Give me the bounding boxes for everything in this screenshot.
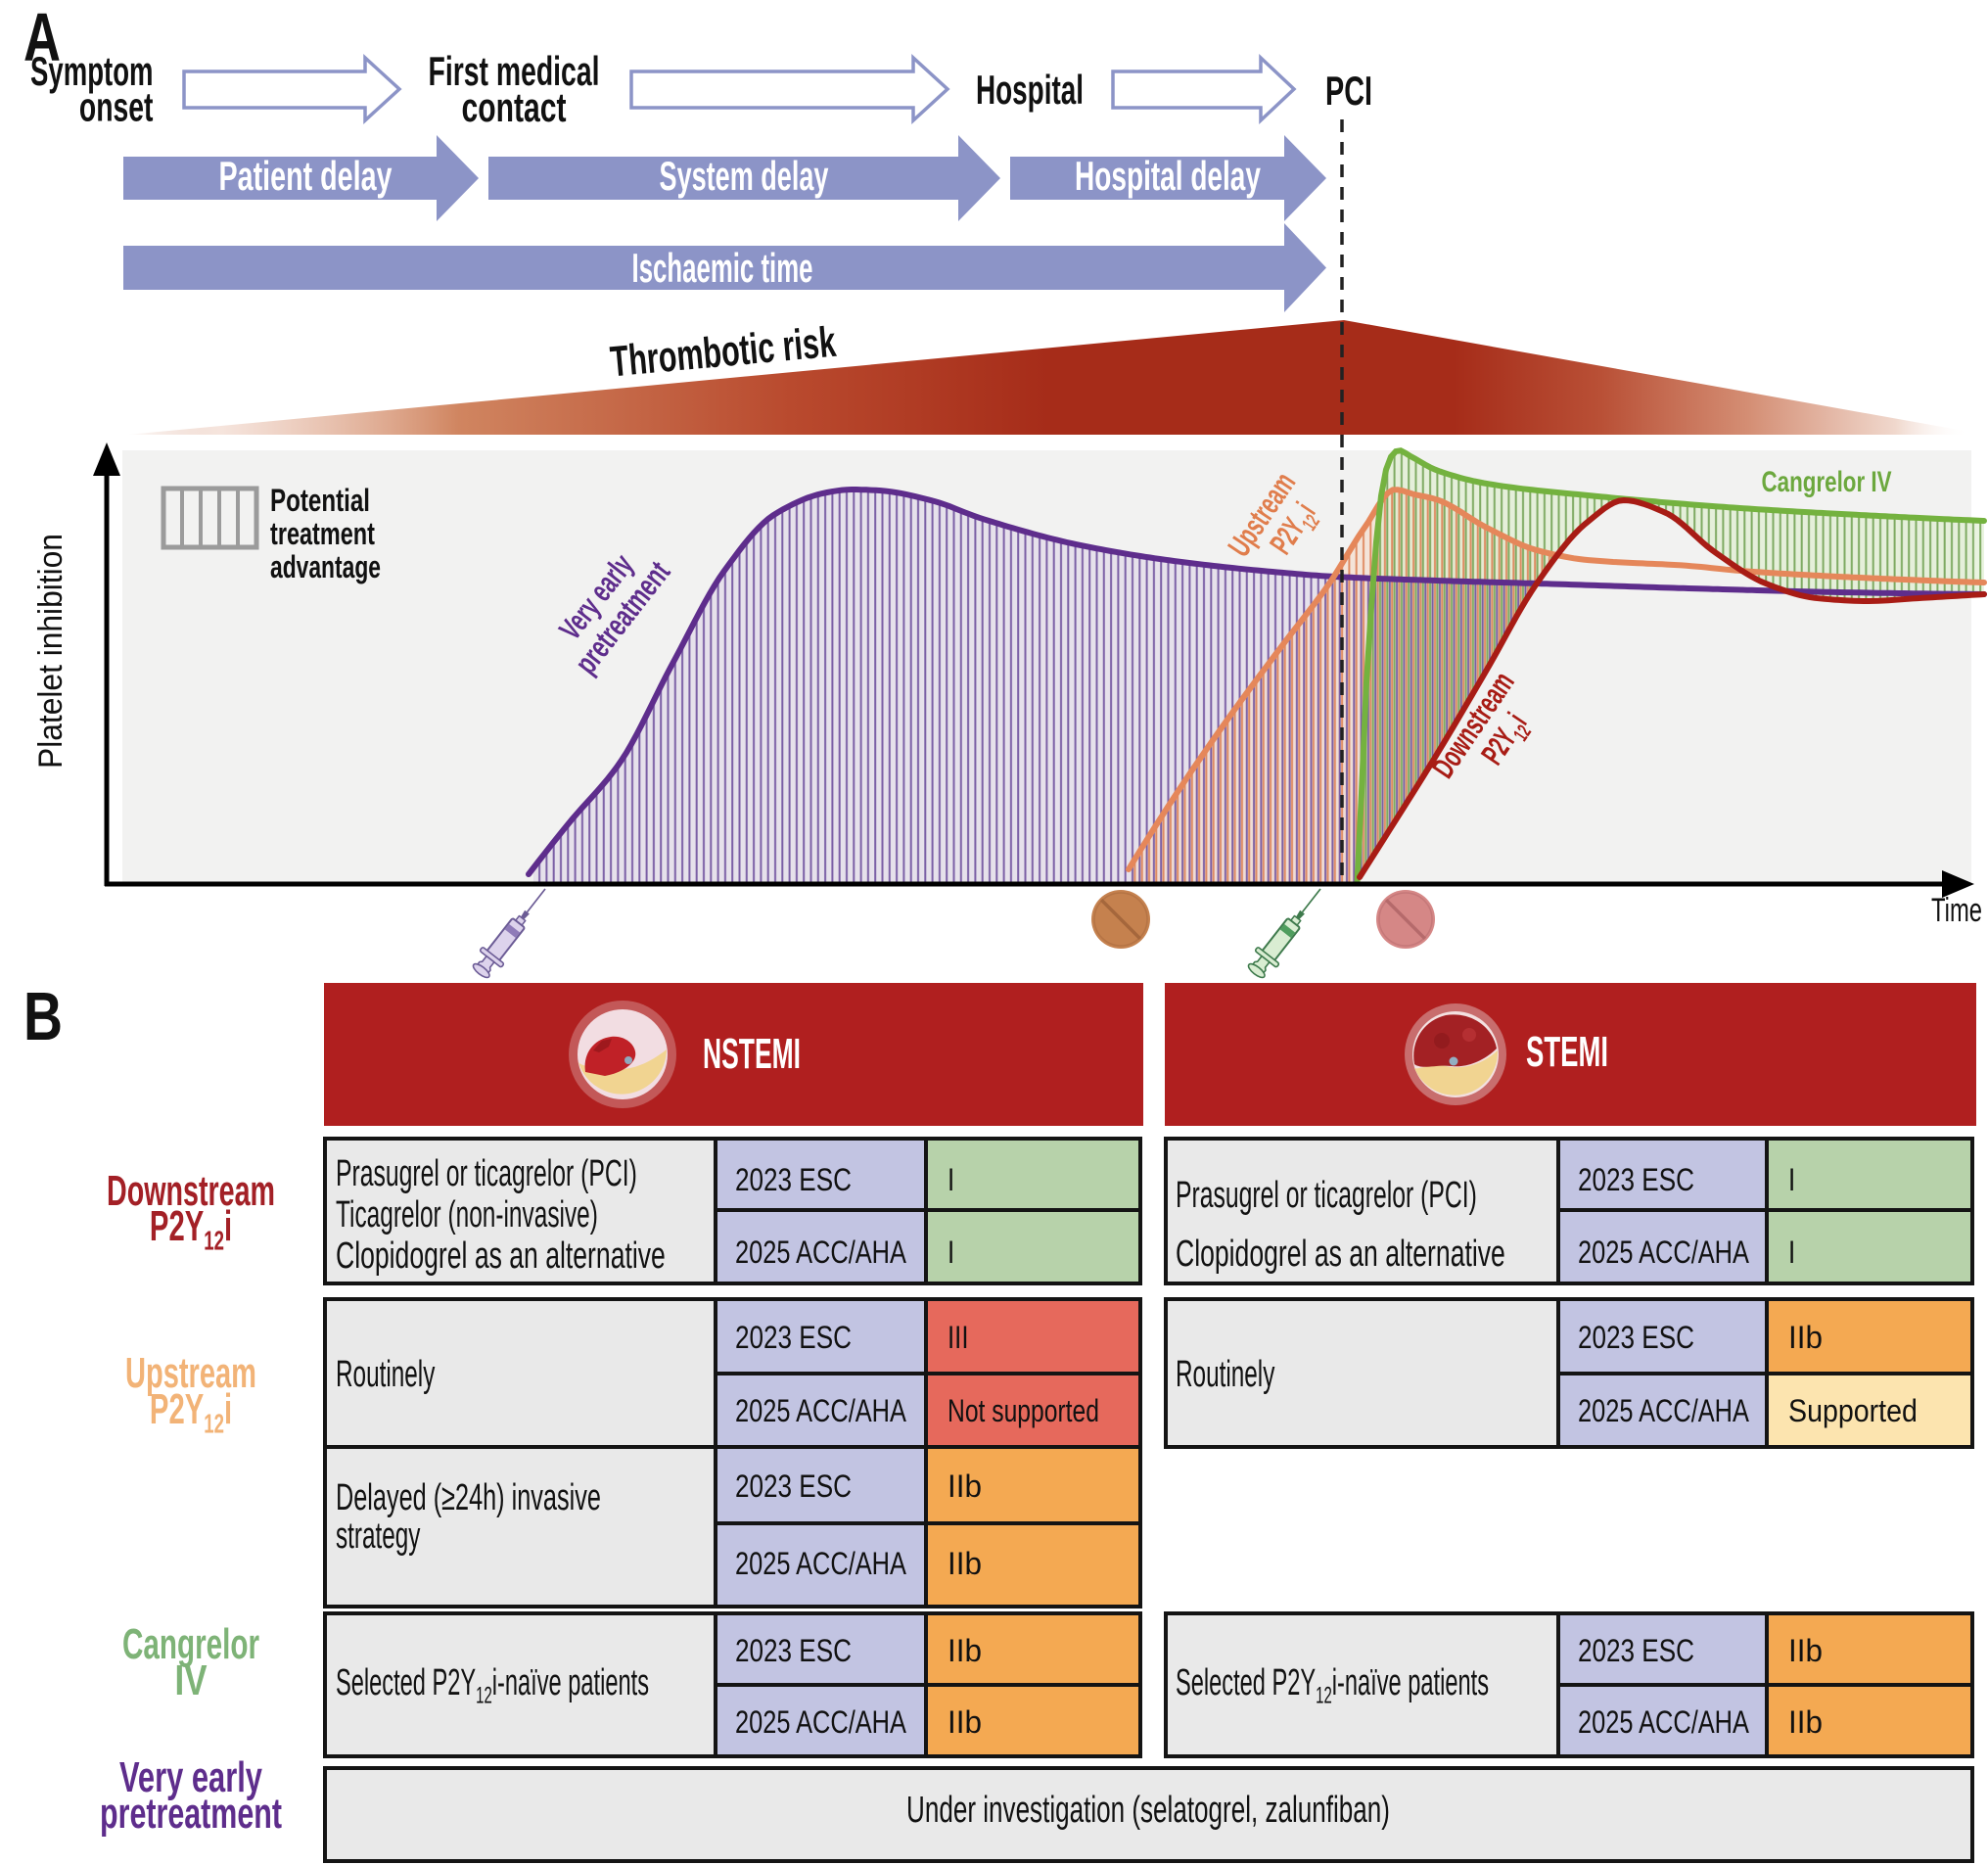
svg-text:I: I [1788,1236,1795,1271]
svg-text:STEMI: STEMI [1526,1027,1608,1075]
svg-text:System delay: System delay [660,154,829,199]
svg-text:Time: Time [1931,892,1982,929]
svg-text:A: A [23,0,61,76]
svg-text:Cangrelor: Cangrelor [122,1619,259,1667]
svg-text:Routinely: Routinely [336,1352,435,1394]
svg-text:Cangrelor IV: Cangrelor IV [1762,465,1892,498]
svg-text:Patient delay: Patient delay [219,152,393,199]
svg-text:Selected P2Y12i-naïve patients: Selected P2Y12i-naïve patients [336,1660,649,1708]
svg-text:Clopidogrel as an alternative: Clopidogrel as an alternative [1176,1232,1505,1274]
svg-text:Prasugrel or ticagrelor (PCI): Prasugrel or ticagrelor (PCI) [336,1152,637,1194]
svg-text:IIb: IIb [948,1469,982,1504]
svg-text:Ischaemic time: Ischaemic time [632,246,813,292]
svg-text:2023 ESC: 2023 ESC [735,1635,852,1669]
svg-text:2025 ACC/AHA: 2025 ACC/AHA [735,1394,907,1428]
svg-text:2025 ACC/AHA: 2025 ACC/AHA [735,1236,907,1270]
svg-text:NSTEMI: NSTEMI [703,1029,801,1078]
svg-text:2023 ESC: 2023 ESC [735,1322,852,1356]
svg-text:treatment: treatment [270,516,375,550]
svg-text:2025 ACC/AHA: 2025 ACC/AHA [735,1705,907,1740]
svg-text:Selected P2Y12i-naïve patients: Selected P2Y12i-naïve patients [1176,1660,1489,1708]
svg-text:I: I [948,1236,954,1271]
svg-text:Upstream: Upstream [125,1348,256,1397]
svg-text:I: I [1788,1164,1795,1198]
svg-text:Downstream: Downstream [107,1166,275,1215]
svg-text:IIb: IIb [948,1633,982,1668]
svg-text:Routinely: Routinely [1176,1352,1274,1394]
svg-text:Hospital: Hospital [976,67,1084,113]
svg-text:Potential: Potential [270,484,370,519]
svg-text:PCI: PCI [1325,68,1372,115]
svg-text:IIb: IIb [1788,1320,1823,1355]
svg-text:Not supported: Not supported [948,1394,1099,1429]
svg-text:2023 ESC: 2023 ESC [1578,1164,1694,1198]
svg-text:advantage: advantage [270,549,381,584]
svg-text:Prasugrel or ticagrelor (PCI): Prasugrel or ticagrelor (PCI) [1176,1174,1477,1216]
svg-text:Supported: Supported [1788,1395,1918,1429]
svg-text:onset: onset [79,84,154,130]
svg-text:2023 ESC: 2023 ESC [735,1164,852,1198]
svg-text:IIb: IIb [948,1704,982,1740]
svg-text:Under investigation (selatogre: Under investigation (selatogrel, zalunfi… [906,1789,1390,1830]
svg-text:IV: IV [174,1656,207,1704]
svg-text:Clopidogrel as an alternative: Clopidogrel as an alternative [336,1234,666,1276]
svg-text:Symptom: Symptom [30,48,153,94]
svg-text:strategy: strategy [336,1514,420,1556]
svg-text:2025 ACC/AHA: 2025 ACC/AHA [1578,1236,1750,1270]
svg-text:I: I [948,1164,954,1198]
svg-text:Ticagrelor (non-invasive): Ticagrelor (non-invasive) [336,1193,598,1236]
svg-text:2025 ACC/AHA: 2025 ACC/AHA [1578,1705,1750,1740]
svg-text:Platelet inhibition: Platelet inhibition [31,534,69,769]
svg-text:2023 ESC: 2023 ESC [735,1470,852,1505]
svg-text:First medical: First medical [429,48,600,94]
svg-text:IIb: IIb [1788,1704,1823,1740]
svg-text:Hospital delay: Hospital delay [1075,153,1261,199]
svg-text:IIb: IIb [1788,1633,1823,1668]
svg-text:Delayed (≥24h) invasive: Delayed (≥24h) invasive [336,1476,601,1517]
svg-text:III: III [948,1321,968,1355]
svg-text:2023 ESC: 2023 ESC [1578,1322,1694,1356]
svg-text:B: B [23,979,63,1055]
svg-text:2025 ACC/AHA: 2025 ACC/AHA [735,1547,907,1581]
svg-text:contact: contact [462,84,567,130]
svg-text:2025 ACC/AHA: 2025 ACC/AHA [1578,1394,1750,1428]
svg-text:2023 ESC: 2023 ESC [1578,1635,1694,1669]
svg-text:Very early: Very early [119,1754,262,1802]
svg-text:pretreatment: pretreatment [100,1791,282,1839]
svg-text:IIb: IIb [948,1546,982,1581]
